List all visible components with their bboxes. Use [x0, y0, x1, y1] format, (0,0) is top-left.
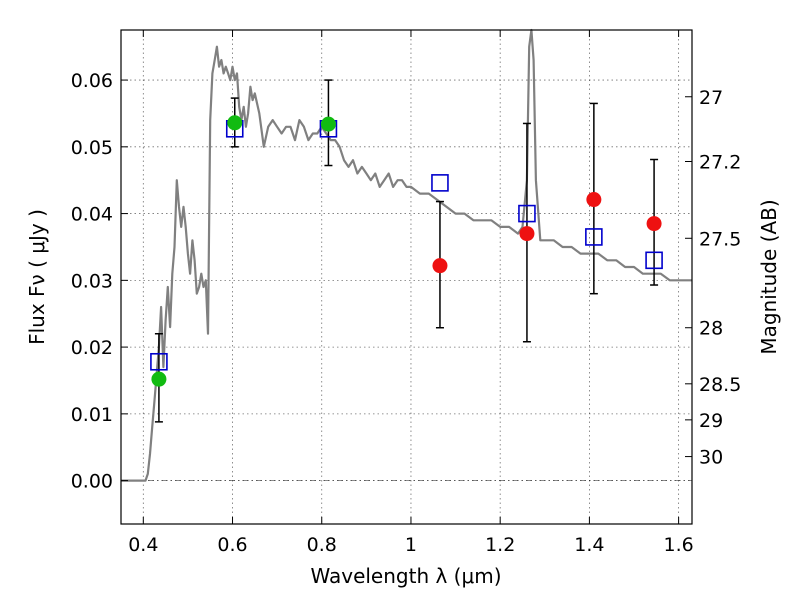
- observed-point: [586, 192, 602, 208]
- y-tick-label: 0.04: [71, 204, 113, 226]
- x-tick-label: 1.6: [664, 534, 694, 556]
- observed-point: [646, 216, 662, 232]
- x-tick-label: 1: [405, 534, 417, 556]
- x-tick-label: 0.4: [128, 534, 158, 556]
- observed-point: [432, 258, 448, 274]
- y-tick-label: 0.03: [71, 270, 113, 292]
- observed-point: [519, 226, 535, 242]
- right-axis-label: Magnitude (AB): [757, 199, 781, 354]
- observed-point: [227, 115, 243, 131]
- right-tick-label: 28: [699, 318, 723, 340]
- y-tick-label: 0.00: [71, 471, 113, 493]
- y-tick-label: 0.02: [71, 337, 113, 359]
- observed-point: [151, 371, 167, 387]
- model-band-square: [645, 251, 663, 270]
- x-tick-label: 1.2: [485, 534, 515, 556]
- data-marks: [150, 79, 663, 423]
- right-tick-label: 27.2: [699, 152, 741, 174]
- right-tick-label: 28.5: [699, 374, 741, 396]
- model-band-square: [431, 174, 449, 192]
- right-tick-label: 30: [699, 447, 723, 469]
- model-band-square: [585, 228, 603, 246]
- model-band-square: [150, 352, 168, 371]
- x-tick-label: 1.4: [574, 534, 604, 556]
- x-axis-label: Wavelength λ (μm): [310, 564, 501, 588]
- y-tick-label: 0.01: [71, 404, 113, 426]
- right-tick-label: 27.5: [699, 228, 741, 250]
- plot-frame: [120, 29, 693, 525]
- grid-lines: [121, 30, 692, 524]
- model-spectrum-line: [121, 28, 692, 482]
- y-tick-label: 0.06: [71, 70, 113, 92]
- axis-ticks: 0.4 0.6 0.8 1 1.2 1.4 1.6 0.00 0.01 0.02 0.03 0.04 0…: [71, 30, 741, 556]
- right-tick-label: 27: [699, 87, 723, 109]
- right-tick-label: 29: [699, 410, 723, 432]
- model-band-square: [518, 204, 536, 223]
- y-tick-label: 0.05: [71, 137, 113, 159]
- x-tick-label: 0.6: [217, 534, 247, 556]
- y-axis-label: Flux Fν ( μJy ): [25, 209, 49, 345]
- observed-point: [320, 116, 336, 132]
- x-tick-label: 0.8: [307, 534, 337, 556]
